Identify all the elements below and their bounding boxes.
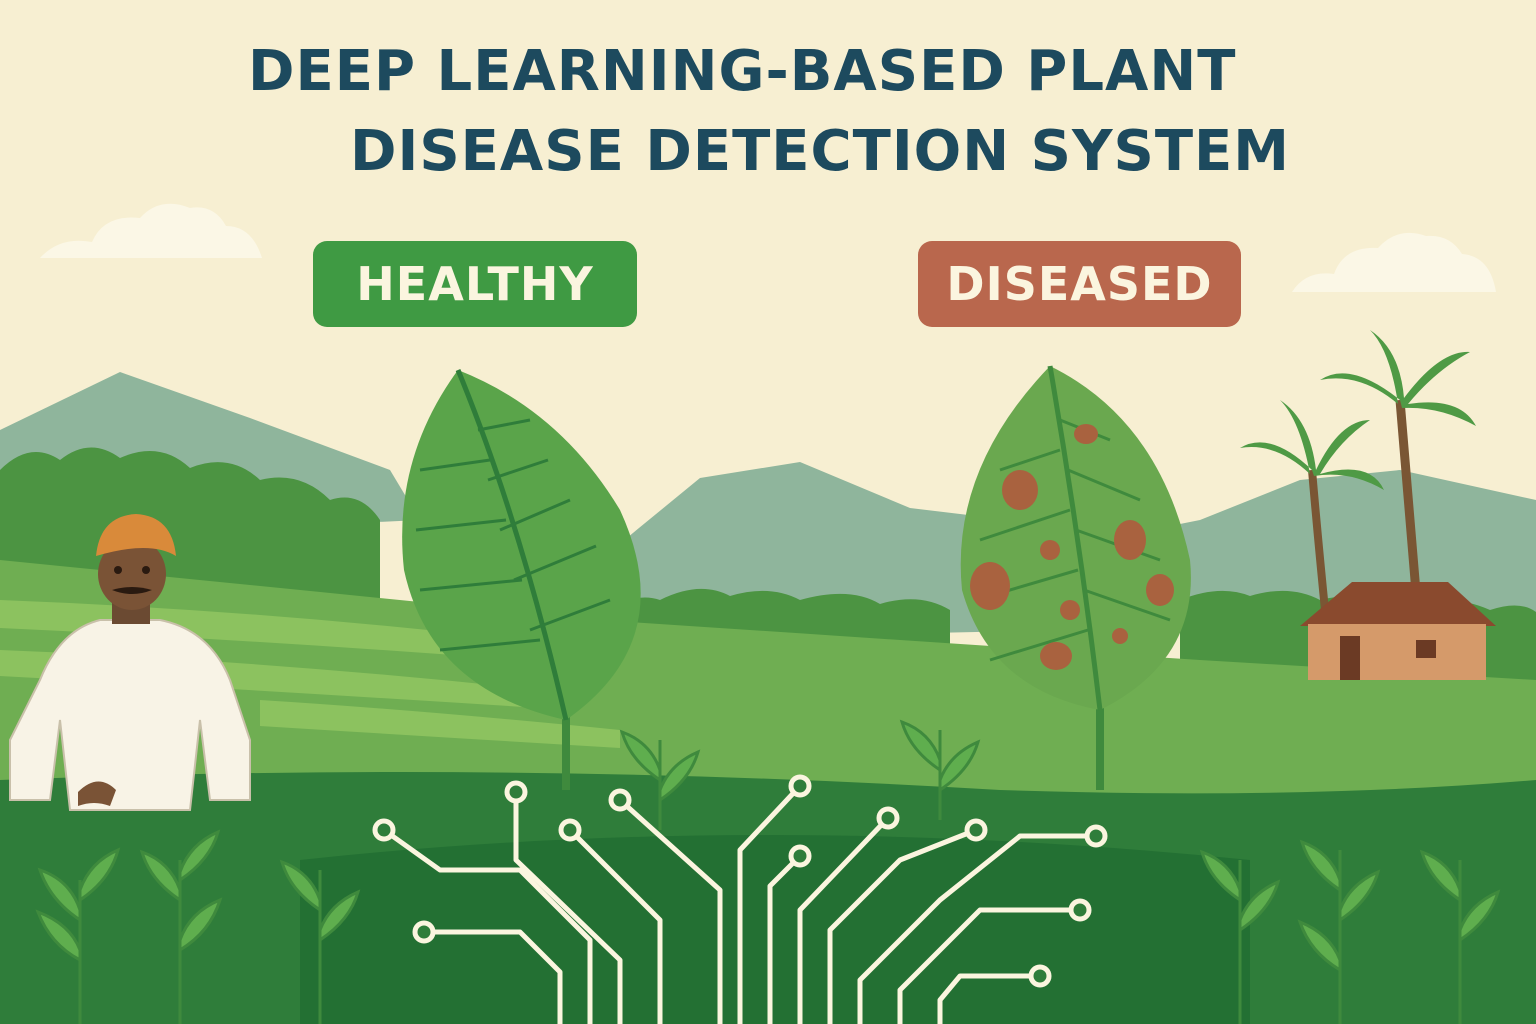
healthy-label: HEALTHY	[356, 257, 594, 311]
disease-spots	[970, 424, 1174, 670]
circuit-icon	[382, 784, 1096, 1024]
title-line-2: DISEASE DETECTION SYSTEM	[350, 119, 1291, 184]
healthy-leaf-icon	[402, 369, 641, 790]
cloud-icon	[40, 203, 262, 258]
healthy-badge: HEALTHY	[313, 241, 637, 327]
title-line-1: DEEP LEARNING-BASED PLANT	[248, 39, 1237, 104]
circuit-nodes	[372, 774, 1108, 988]
crop-plants	[35, 719, 1501, 1024]
diseased-leaf-icon	[960, 365, 1191, 790]
house-icon	[1300, 582, 1496, 680]
diseased-badge: DISEASED	[918, 241, 1241, 327]
cloud-icon	[1292, 232, 1496, 292]
farmer-figure	[9, 514, 251, 811]
diseased-label: DISEASED	[946, 257, 1213, 311]
